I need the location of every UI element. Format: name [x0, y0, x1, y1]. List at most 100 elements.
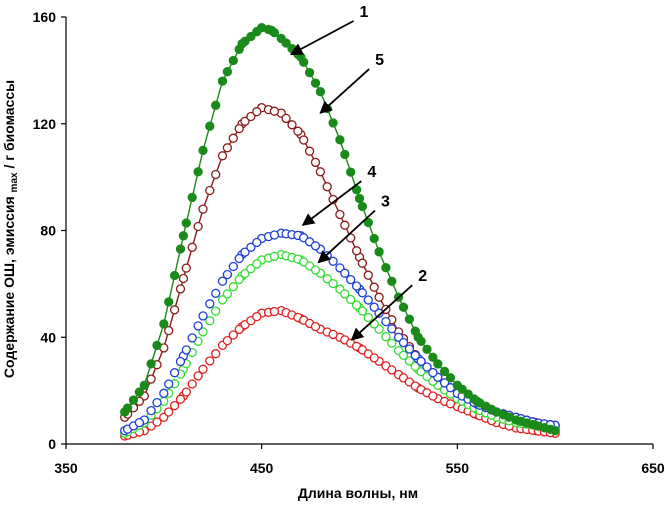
series-1-point: [217, 76, 228, 86]
annotation-arrow-1: [289, 20, 354, 56]
series-5-marker: [281, 113, 291, 124]
x-tick-label-450: 450: [250, 460, 274, 476]
y-tick-label-0: 0: [48, 436, 56, 452]
series-3-marker: [410, 361, 420, 372]
series-1-marker: [175, 244, 186, 254]
series-2-marker: [234, 324, 244, 335]
axes-layer: 0 40 80 120 160 350 450 550 650: [33, 9, 665, 476]
series-4-marker: [410, 350, 420, 361]
series-1-point: [139, 380, 149, 390]
series-2-marker: [222, 335, 233, 346]
series-1-marker: [310, 78, 321, 88]
series-4-marker: [146, 405, 156, 416]
series-4-marker: [428, 367, 438, 378]
series-2-marker: [175, 394, 186, 404]
series-4-marker: [422, 362, 432, 372]
series-4-marker: [363, 295, 373, 305]
series-1-marker: [205, 121, 215, 131]
series-2-marker: [310, 321, 321, 332]
series-1-marker: [463, 389, 473, 399]
series-3-point: [217, 295, 228, 305]
y-tick-label-80: 80: [40, 223, 56, 239]
series-5-marker: [234, 123, 244, 134]
series-4-point: [159, 388, 169, 398]
series-5-marker: [193, 221, 203, 232]
series-3-marker: [340, 289, 350, 299]
series-3-marker: [240, 268, 250, 279]
series-2-marker: [269, 306, 280, 317]
series-4-marker: [328, 256, 338, 266]
series-4-marker: [193, 321, 203, 331]
series-5-marker: [322, 182, 332, 192]
series-1-marker: [410, 326, 420, 336]
series-1-point: [178, 231, 189, 241]
y-axis-title-sub: max: [9, 172, 20, 192]
series-3-marker: [234, 274, 244, 285]
series-4-marker: [169, 368, 180, 378]
series-1: [120, 23, 560, 436]
series-4-point: [198, 311, 208, 321]
series-2-marker: [252, 311, 262, 322]
series-1-marker: [193, 167, 203, 177]
series-1-marker: [246, 31, 256, 42]
series-1-marker: [504, 412, 514, 422]
series-3-marker: [346, 294, 356, 305]
series-1-marker: [181, 218, 191, 228]
series-4-marker: [246, 242, 256, 252]
series-1-marker: [369, 233, 379, 244]
series-5-marker: [363, 270, 373, 280]
series-4-marker: [252, 237, 262, 248]
series-5-marker: [299, 135, 309, 145]
series-3-marker: [416, 367, 426, 377]
annotation-arrow-5: [319, 68, 370, 114]
series-4-point: [217, 276, 228, 286]
series-1-marker: [545, 424, 555, 434]
series-2-marker: [369, 353, 379, 363]
series-4-marker: [222, 269, 233, 280]
series-1-marker: [299, 57, 309, 67]
series-3-marker: [387, 338, 397, 348]
series-4-marker: [152, 397, 162, 408]
series-3-point: [198, 327, 208, 337]
series-5-marker: [246, 111, 256, 122]
series-1-marker: [428, 352, 438, 362]
series-4-marker: [369, 302, 379, 312]
series-5-marker: [205, 185, 215, 196]
series-1-marker: [340, 149, 350, 160]
series-5-marker: [369, 282, 379, 292]
series-1-point: [198, 145, 208, 156]
series-3-marker: [322, 274, 332, 284]
series-2-marker: [169, 400, 180, 411]
series-3-marker: [211, 306, 221, 316]
annotation-label-2: 2: [418, 268, 427, 285]
series-2-marker: [328, 329, 338, 340]
series-4-marker: [357, 288, 368, 298]
series-1-marker: [187, 192, 197, 203]
series-4-marker: [240, 247, 250, 257]
series-3-marker: [222, 289, 233, 299]
series-5-marker: [187, 242, 197, 252]
series-2-marker: [152, 417, 162, 427]
series-1-marker: [346, 167, 356, 177]
annotation-arrow-2: [350, 284, 413, 341]
series-1-marker: [128, 395, 139, 405]
series-1-point: [354, 193, 365, 204]
series-3-marker: [328, 278, 338, 289]
annotation-label-4: 4: [367, 164, 376, 181]
series-1-marker: [269, 28, 280, 38]
series-4-marker: [134, 417, 145, 428]
series-1-marker: [281, 38, 291, 48]
series-1-point: [159, 319, 169, 329]
series-4-marker: [269, 230, 280, 240]
series-4-marker: [228, 261, 238, 272]
series-5-marker: [240, 116, 250, 126]
series-1-marker: [387, 276, 397, 286]
series-5-point: [198, 204, 208, 214]
series-4: [120, 228, 560, 436]
series-2-marker: [228, 330, 238, 340]
series-1-marker: [381, 263, 391, 273]
series-5-point: [315, 167, 326, 177]
series-1-marker: [164, 297, 174, 307]
series-1-marker: [211, 100, 221, 110]
series-1-marker: [240, 36, 250, 46]
